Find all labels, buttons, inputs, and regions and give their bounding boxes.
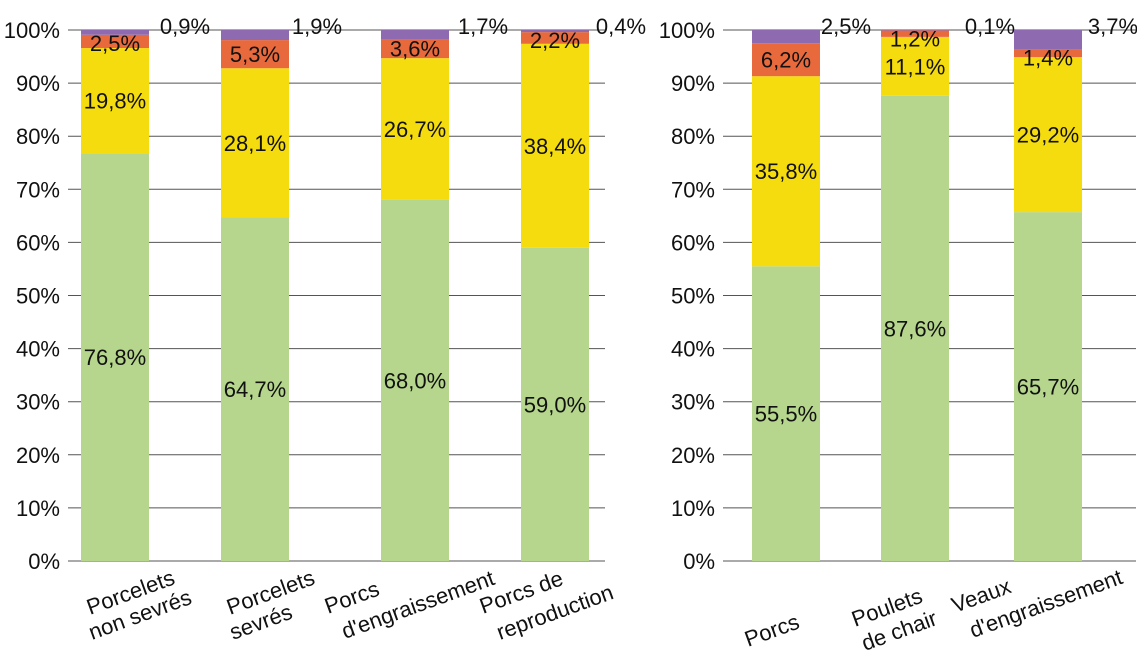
data-label: 64,7% bbox=[224, 377, 286, 402]
bar-segment-orange bbox=[521, 32, 589, 44]
data-label: 0,9% bbox=[160, 14, 210, 39]
bar-segment-yellow bbox=[221, 68, 289, 218]
y-tick-label: 40% bbox=[671, 337, 715, 362]
bar-segment-green bbox=[881, 95, 949, 562]
bar-segment-orange bbox=[381, 39, 449, 59]
data-label: 65,7% bbox=[1017, 375, 1079, 400]
bar-segment-yellow bbox=[1014, 57, 1082, 213]
bar-segment-green bbox=[381, 199, 449, 562]
bar-segment-yellow bbox=[881, 36, 949, 96]
y-tick-label: 70% bbox=[671, 177, 715, 202]
bar-segment-orange bbox=[752, 43, 820, 77]
data-label: 3,7% bbox=[1088, 14, 1137, 39]
data-label: 11,1% bbox=[885, 54, 946, 79]
data-label: 55,5% bbox=[755, 402, 817, 427]
data-label: 6,2% bbox=[761, 48, 811, 73]
bar-segment-purple bbox=[221, 30, 289, 41]
bar-segment-orange bbox=[1014, 49, 1082, 58]
y-tick-label: 30% bbox=[16, 390, 60, 415]
data-label: 1,4% bbox=[1023, 46, 1073, 71]
bar-segment-purple bbox=[521, 30, 589, 33]
bar-segment-purple bbox=[381, 30, 449, 40]
y-tick-label: 30% bbox=[671, 390, 715, 415]
bar-segment-orange bbox=[221, 40, 289, 69]
data-label: 28,1% bbox=[224, 131, 286, 156]
data-label: 38,4% bbox=[524, 134, 586, 159]
y-tick-label: 10% bbox=[16, 496, 60, 521]
y-tick-label: 70% bbox=[16, 177, 60, 202]
bar-segment-green bbox=[521, 247, 589, 561]
data-label: 0,4% bbox=[596, 14, 646, 39]
data-label: 3,6% bbox=[390, 37, 440, 62]
bar-segment-yellow bbox=[521, 43, 589, 248]
bar-segment-purple bbox=[1014, 30, 1082, 50]
data-label: 87,6% bbox=[884, 316, 946, 341]
y-tick-label: 100% bbox=[659, 18, 715, 43]
y-tick-label: 20% bbox=[671, 443, 715, 468]
y-tick-label: 0% bbox=[683, 549, 715, 574]
bar-segment-green bbox=[1014, 212, 1082, 561]
y-tick-label: 80% bbox=[16, 124, 60, 149]
data-label: 0,1% bbox=[965, 14, 1015, 39]
data-label: 1,9% bbox=[292, 14, 342, 39]
data-label: 26,7% bbox=[384, 117, 446, 142]
data-label: 2,5% bbox=[90, 31, 140, 56]
bar-segment-yellow bbox=[381, 58, 449, 200]
bar-segment-purple bbox=[81, 30, 149, 35]
bar-segment-purple bbox=[881, 30, 949, 31]
bar-segment-green bbox=[221, 217, 289, 561]
chart-2: 0% 10% 20% 30% 40% 50% 60% 70% 80% 90% 100% 55,5% 35… bbox=[659, 14, 1137, 656]
y-tick-label: 100% bbox=[4, 18, 60, 43]
data-label: 19,8% bbox=[84, 89, 146, 114]
y-tick-label: 60% bbox=[16, 230, 60, 255]
bar-segment-green bbox=[81, 153, 149, 561]
data-label: 68,0% bbox=[384, 368, 446, 393]
y-tick-label: 20% bbox=[16, 443, 60, 468]
data-label: 2,5% bbox=[821, 14, 871, 39]
data-label: 35,8% bbox=[755, 159, 817, 184]
data-label: 5,3% bbox=[230, 42, 280, 67]
category-label: Porcs bbox=[741, 609, 802, 652]
data-label: 1,7% bbox=[458, 14, 508, 39]
data-label: 1,2% bbox=[890, 27, 940, 52]
bar-segment-yellow bbox=[752, 76, 820, 267]
bar-segment-green bbox=[752, 266, 820, 561]
chart-1: 0% 10% 20% 30% 40% 50% 60% 70% 80% 90% 100% 76,8% 19… bbox=[4, 14, 646, 645]
y-tick-label: 0% bbox=[28, 549, 60, 574]
data-label: 59,0% bbox=[524, 392, 586, 417]
y-tick-label: 40% bbox=[16, 337, 60, 362]
y-tick-label: 50% bbox=[16, 284, 60, 309]
y-tick-label: 50% bbox=[671, 284, 715, 309]
y-tick-label: 10% bbox=[671, 496, 715, 521]
y-tick-label: 80% bbox=[671, 124, 715, 149]
bar-segment-orange bbox=[81, 34, 149, 49]
bar-segment-purple bbox=[752, 30, 820, 44]
bar-segment-orange bbox=[881, 30, 949, 37]
data-label: 2,2% bbox=[530, 28, 580, 53]
data-label: 76,8% bbox=[84, 345, 146, 370]
y-tick-label: 90% bbox=[671, 71, 715, 96]
y-tick-label: 90% bbox=[16, 71, 60, 96]
bar-segment-yellow bbox=[81, 48, 149, 154]
data-label: 29,2% bbox=[1017, 123, 1079, 148]
y-tick-label: 60% bbox=[671, 230, 715, 255]
